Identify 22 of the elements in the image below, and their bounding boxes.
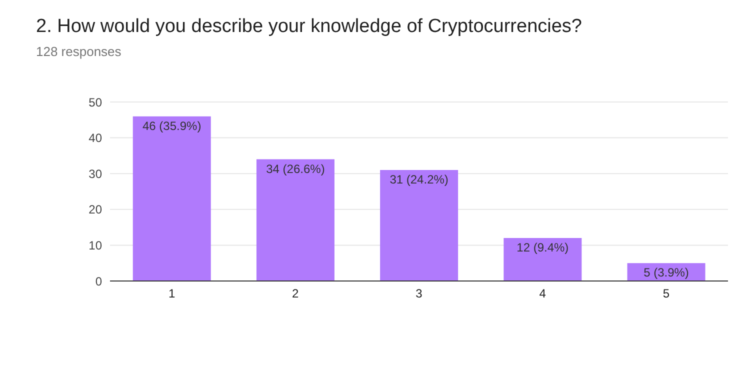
y-tick-label: 0: [95, 274, 102, 288]
data-label: 12 (9.4%): [516, 240, 569, 255]
chart-title: 2. How would you describe your knowledge of Cryptocurrencies?: [36, 16, 582, 38]
data-label: 5 (3.9%): [644, 266, 689, 280]
data-label: 31 (24.2%): [390, 172, 448, 187]
bar: [504, 238, 582, 281]
y-tick-label: 30: [88, 166, 102, 181]
y-tick-label: 50: [88, 95, 102, 110]
y-tick-label: 20: [88, 202, 102, 217]
data-label: 34 (26.6%): [266, 162, 325, 176]
x-tick-label: 3: [416, 286, 423, 301]
chart-subtitle: 128 responses: [36, 44, 122, 59]
y-tick-label: 40: [88, 131, 102, 146]
x-tick-label: 4: [539, 286, 546, 301]
y-tick-label: 10: [88, 238, 102, 252]
x-tick-label: 2: [292, 286, 300, 301]
bar: [380, 170, 458, 281]
bar: [132, 116, 211, 281]
x-tick-label: 5: [662, 286, 670, 301]
bar: [256, 159, 334, 281]
data-label: 46 (35.9%): [142, 118, 202, 133]
x-tick-label: 1: [168, 286, 176, 301]
